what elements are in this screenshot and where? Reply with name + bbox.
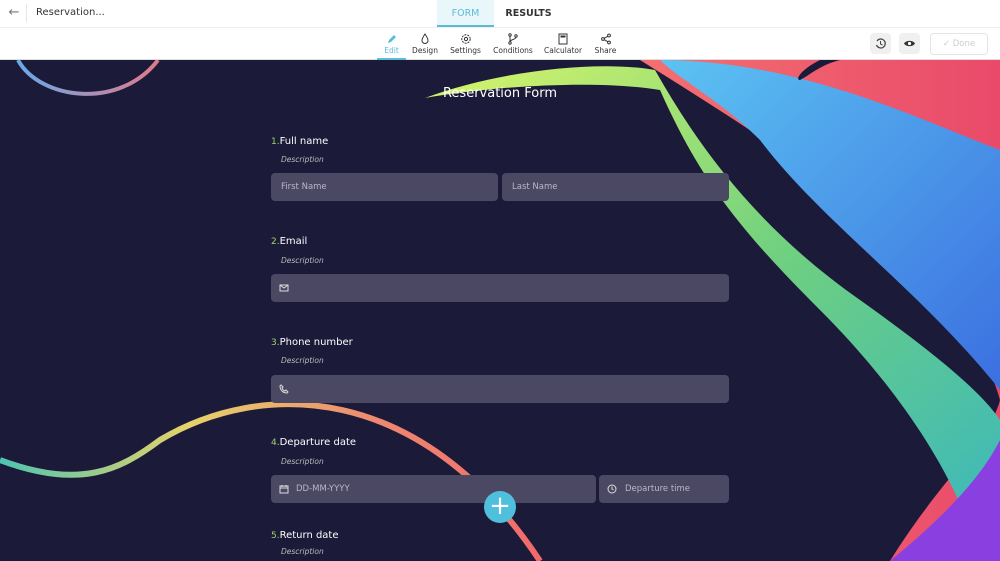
departure-date-input[interactable]: DD-MM-YYYY <box>271 475 596 503</box>
last-name-input[interactable]: Last Name <box>502 173 729 201</box>
calculator-icon <box>558 33 568 45</box>
tab-results[interactable]: RESULTS <box>505 8 552 19</box>
decorative-background <box>0 60 1000 561</box>
envelope-icon <box>279 284 289 292</box>
done-button[interactable]: ✓ Done <box>930 33 988 55</box>
top-bar: ← Reservation... FORM RESULTS <box>0 0 1000 28</box>
tab-form[interactable]: FORM <box>437 0 494 27</box>
question-4-description[interactable]: Description <box>281 457 324 466</box>
eye-icon <box>904 40 915 47</box>
first-name-input[interactable]: First Name <box>271 173 498 201</box>
tool-label: Design <box>412 46 438 55</box>
tool-calculator[interactable]: Calculator <box>544 31 582 60</box>
share-icon <box>600 33 611 45</box>
add-question-button[interactable]: + <box>484 491 516 523</box>
tool-settings[interactable]: Settings <box>450 31 481 60</box>
preview-button[interactable] <box>899 33 920 54</box>
email-input[interactable] <box>271 274 729 302</box>
question-4-title[interactable]: 4.Departure date <box>271 437 357 448</box>
question-2-title[interactable]: 2.Email <box>271 236 308 247</box>
phone-icon <box>279 384 289 394</box>
form-name[interactable]: Reservation... <box>36 7 105 18</box>
form-canvas: Reservation Form 1.Full name Description… <box>0 60 1000 561</box>
question-1-description[interactable]: Description <box>281 155 324 164</box>
clock-icon <box>607 484 617 494</box>
tool-label: Conditions <box>493 46 533 55</box>
departure-time-input[interactable]: Departure time <box>599 475 729 503</box>
calendar-icon <box>279 485 289 494</box>
divider <box>26 4 27 22</box>
phone-input[interactable] <box>271 375 729 403</box>
question-5-title[interactable]: 5.Return date <box>271 530 339 541</box>
tool-label: Edit <box>384 46 399 55</box>
tool-label: Calculator <box>544 46 583 55</box>
question-2-description[interactable]: Description <box>281 256 324 265</box>
tool-label: Share <box>594 46 617 55</box>
gear-icon <box>460 34 471 44</box>
question-3-title[interactable]: 3.Phone number <box>271 337 353 348</box>
tool-design[interactable]: Design <box>411 31 439 60</box>
form-title[interactable]: Reservation Form <box>442 86 557 101</box>
tool-conditions[interactable]: Conditions <box>493 31 533 60</box>
done-label: Done <box>952 39 976 49</box>
check-icon: ✓ <box>942 39 951 49</box>
history-button[interactable] <box>870 33 891 54</box>
question-3-description[interactable]: Description <box>281 356 324 365</box>
pencil-icon <box>387 35 396 43</box>
tool-edit[interactable]: Edit <box>377 31 406 60</box>
tool-label: Settings <box>450 46 481 55</box>
drop-icon <box>421 33 429 44</box>
branch-icon <box>508 33 518 45</box>
history-icon <box>875 38 886 49</box>
tool-share[interactable]: Share <box>593 31 618 60</box>
question-1-title[interactable]: 1.Full name <box>271 136 329 147</box>
toolbar: Edit Design Settings Conditions Calculat… <box>0 28 1000 60</box>
question-5-description[interactable]: Description <box>281 547 324 556</box>
back-arrow-icon[interactable]: ← <box>8 5 20 20</box>
